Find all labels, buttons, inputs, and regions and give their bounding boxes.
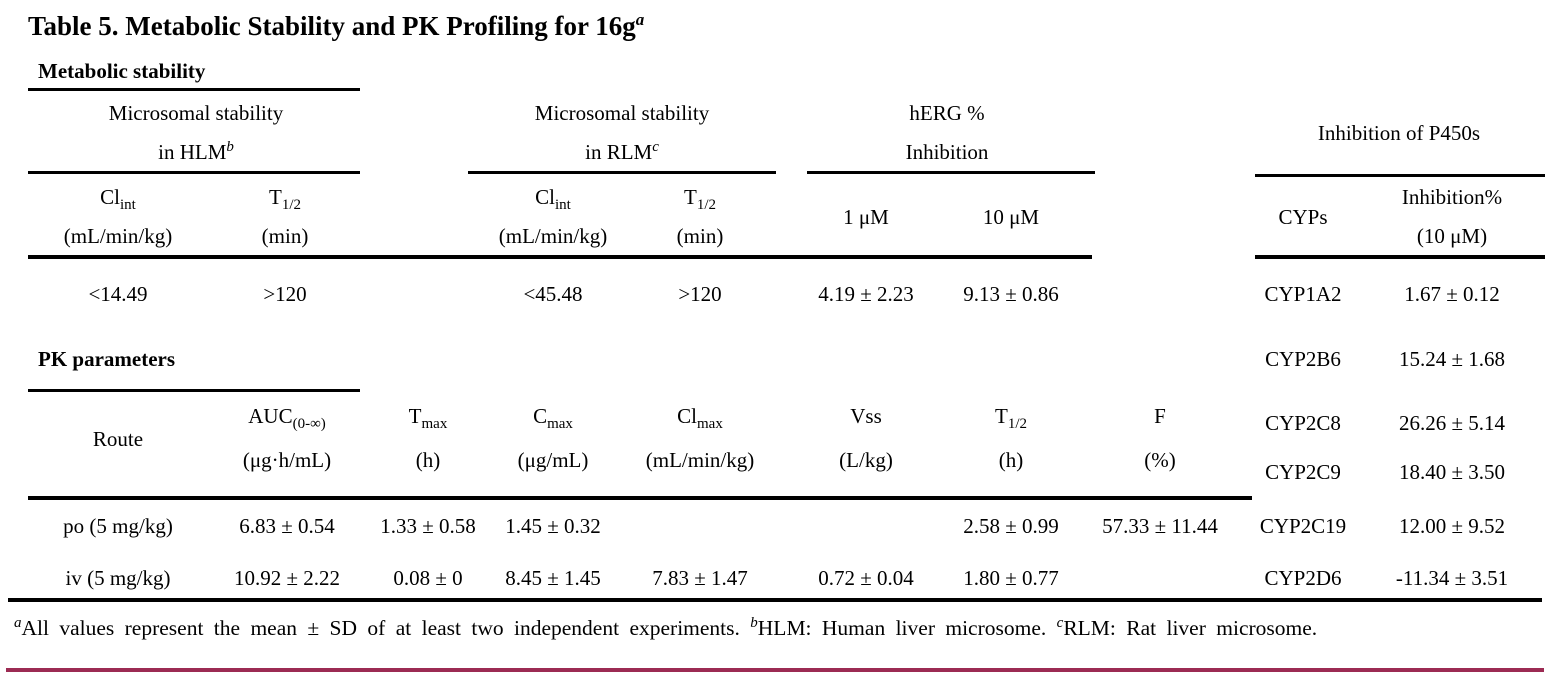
pk-po-auc: 6.83 ± 0.54: [239, 514, 335, 538]
title-footnote-marker: a: [635, 10, 645, 29]
col-header-route: Route: [92, 427, 144, 451]
footnote-marker-a: a: [14, 615, 22, 631]
col-header-clint-hlm: Clint: [100, 185, 136, 214]
rule-under-rlm: [468, 171, 776, 174]
col-unit-clint-rlm: (mL/min/kg): [498, 224, 608, 248]
col-header-clint-rlm: Clint: [535, 185, 571, 214]
col-header-cyps: CYPs: [1278, 205, 1328, 229]
value-herg-10um: 9.13 ± 0.86: [963, 282, 1059, 306]
col-header-t12-hlm: T1/2: [269, 185, 301, 214]
pk-po-cmax: 1.45 ± 0.32: [505, 514, 601, 538]
pk-iv-tmax: 0.08 ± 0: [393, 566, 463, 590]
cyp-value-2d6: -11.34 ± 3.51: [1395, 566, 1509, 590]
cyp-name-2b6: CYP2B6: [1265, 347, 1341, 371]
col-header-inhibition-pct: Inhibition%: [1401, 185, 1503, 209]
group-header-rlm-line2: in RLMc: [585, 139, 659, 165]
cyp-name-2c8: CYP2C8: [1265, 411, 1341, 435]
value-clint-rlm: <45.48: [523, 282, 583, 306]
col-unit-clint-hlm: (mL/min/kg): [63, 224, 173, 248]
pk-po-route: po (5 mg/kg): [63, 514, 173, 538]
rlm-footnote-marker: c: [652, 139, 659, 155]
footnote-marker-b: b: [750, 615, 758, 631]
pk-iv-vss: 0.72 ± 0.04: [818, 566, 914, 590]
table-title: Table 5. Metabolic Stability and PK Prof…: [28, 10, 644, 42]
value-clint-hlm: <14.49: [88, 282, 148, 306]
col-header-t12-rlm: T1/2: [684, 185, 716, 214]
col-header-herg-10um: 10 μM: [982, 205, 1040, 229]
footnote-marker-c: c: [1056, 615, 1064, 631]
section-label-pk-parameters: PK parameters: [38, 347, 176, 371]
col-unit-t12-pk: (h): [998, 448, 1024, 472]
col-header-t12-pk: T1/2: [995, 404, 1027, 433]
col-header-f: F: [1154, 404, 1166, 428]
cyp-name-2d6: CYP2D6: [1264, 566, 1342, 590]
hlm-footnote-marker: b: [226, 139, 234, 155]
rule-table-bottom: [8, 598, 1542, 602]
group-header-rlm-line1: Microsomal stability: [534, 101, 710, 125]
pk-iv-t12: 1.80 ± 0.77: [963, 566, 1059, 590]
group-header-hlm-line2: in HLMb: [158, 139, 234, 165]
col-header-tmax: Tmax: [408, 404, 448, 433]
col-header-herg-1um: 1 μM: [843, 205, 889, 229]
col-header-clmax: Clmax: [677, 404, 723, 433]
pk-iv-cmax: 8.45 ± 1.45: [505, 566, 601, 590]
col-header-vss: Vss: [850, 404, 882, 428]
col-unit-clmax: (mL/min/kg): [645, 448, 755, 472]
col-unit-t12-rlm: (min): [676, 224, 724, 248]
group-header-hlm-line1: Microsomal stability: [108, 101, 284, 125]
cyp-name-2c9: CYP2C9: [1265, 460, 1341, 484]
cyp-value-2c8: 26.26 ± 5.14: [1398, 411, 1506, 435]
cyp-value-2c19: 12.00 ± 9.52: [1398, 514, 1506, 538]
cyp-value-2b6: 15.24 ± 1.68: [1398, 347, 1506, 371]
rule-under-pk-headers: [28, 496, 1252, 500]
cyp-value-1a2: 1.67 ± 0.12: [1404, 282, 1500, 306]
rule-under-p450: [1255, 174, 1545, 177]
pk-po-t12: 2.58 ± 0.99: [963, 514, 1059, 538]
value-t12-rlm: >120: [678, 282, 722, 306]
pk-po-f: 57.33 ± 11.44: [1102, 514, 1218, 538]
rule-under-subheaders-right: [1255, 255, 1545, 259]
rule-under-metabolic-stability: [28, 88, 360, 91]
col-unit-tmax: (h): [415, 448, 441, 472]
footnote-text-b: HLM: Human liver microsome.: [757, 616, 1057, 641]
col-unit-t12-hlm: (min): [261, 224, 309, 248]
footnote-text-a: All values represent the mean ± SD of at…: [21, 616, 751, 641]
col-unit-f: (%): [1144, 448, 1176, 472]
table-title-text: Table 5. Metabolic Stability and PK Prof…: [28, 11, 636, 41]
col-header-auc: AUC(0-∞): [248, 404, 326, 433]
cyp-name-2c19: CYP2C19: [1259, 514, 1347, 538]
cyp-value-2c9: 18.40 ± 3.50: [1398, 460, 1506, 484]
value-herg-1um: 4.19 ± 2.23: [818, 282, 914, 306]
rule-under-subheaders-left: [28, 255, 1092, 259]
col-unit-cmax: (μg/mL): [517, 448, 589, 472]
pk-iv-route: iv (5 mg/kg): [65, 566, 171, 590]
col-unit-inhibition-pct: (10 μM): [1416, 224, 1488, 248]
rule-under-hlm: [28, 171, 360, 174]
group-header-p450: Inhibition of P450s: [1317, 121, 1481, 145]
group-header-herg-line1: hERG %: [909, 101, 985, 125]
pk-iv-auc: 10.92 ± 2.22: [233, 566, 341, 590]
group-header-herg-line2: Inhibition: [905, 140, 989, 164]
col-unit-vss: (L/kg): [839, 448, 893, 472]
rule-under-herg: [807, 171, 1095, 174]
section-label-metabolic-stability: Metabolic stability: [38, 59, 206, 83]
cyp-name-1a2: CYP1A2: [1264, 282, 1342, 306]
footnote: aAll values represent the mean ± SD of a…: [14, 615, 1542, 641]
col-header-cmax: Cmax: [533, 404, 573, 433]
pk-po-tmax: 1.33 ± 0.58: [380, 514, 476, 538]
pk-iv-clmax: 7.83 ± 1.47: [652, 566, 748, 590]
rule-maroon-bottom: [6, 668, 1544, 672]
rule-under-pk-parameters: [28, 389, 360, 392]
value-t12-hlm: >120: [263, 282, 307, 306]
col-unit-auc: (μg·h/mL): [242, 448, 332, 472]
footnote-text-c: RLM: Rat liver microsome.: [1063, 616, 1318, 641]
